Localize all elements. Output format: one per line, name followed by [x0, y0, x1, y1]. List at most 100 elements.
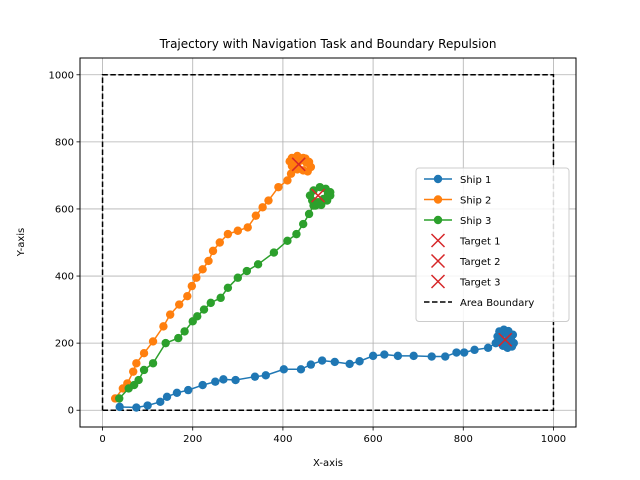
ship-1-point — [345, 359, 354, 369]
y-tick-label: 0 — [68, 406, 74, 417]
ship-1-point — [250, 372, 260, 381]
ship-1-point — [393, 351, 403, 361]
ship-1-point — [261, 371, 270, 380]
ship-3-point — [148, 359, 158, 368]
ship-2-point — [148, 337, 158, 346]
x-axis-label: X-axis — [313, 458, 343, 469]
ship-1-point — [483, 343, 493, 353]
area-boundary — [101, 74, 555, 411]
ship-1-point — [296, 365, 306, 374]
area-boundary-line — [101, 74, 555, 411]
ship-1-point — [459, 348, 469, 357]
ship-2-point — [165, 310, 175, 319]
ship-2-point — [187, 281, 197, 291]
ship-1-point — [132, 403, 141, 412]
ship-2-point — [243, 223, 252, 232]
ship-3-point — [283, 236, 292, 246]
legend-entry-ship-2: Ship 2 — [424, 195, 491, 207]
ship-2-point — [175, 300, 184, 309]
ship-2-point — [258, 203, 267, 212]
ship-1-point — [452, 348, 461, 357]
ship-1-point — [380, 350, 389, 359]
ship-3-point — [139, 365, 149, 375]
ship-3-point — [233, 273, 243, 282]
legend: Ship 1 Ship 2 Ship 3 Target 1 Target 2 Target… — [415, 167, 570, 322]
legend-box — [415, 167, 570, 322]
ship-3-point — [304, 209, 314, 219]
ship-1-point — [143, 401, 152, 410]
x-tick-label: 400 — [273, 434, 292, 445]
y-tick-label: 400 — [55, 272, 74, 283]
ship-2-point — [302, 158, 311, 167]
x-tick-label: 0 — [99, 434, 105, 445]
ship-3-point — [180, 327, 189, 336]
ship-1-point — [184, 385, 193, 395]
target-3-marker — [311, 188, 326, 203]
ship-3-point — [269, 248, 279, 257]
ship-1-point — [317, 356, 327, 365]
legend-label: Target 1 — [459, 237, 500, 248]
ship-3-point — [242, 266, 252, 276]
ship-3-point — [223, 283, 233, 292]
ship-2-point — [204, 256, 213, 266]
plot-frame — [79, 57, 577, 428]
legend-label: Target 2 — [459, 257, 500, 268]
legend-label: Ship 1 — [460, 175, 491, 186]
ship-2-point — [183, 291, 192, 301]
ship-3-point — [253, 260, 263, 269]
ship-3-point — [134, 375, 143, 385]
series-layer — [110, 151, 518, 412]
ship-2-point — [198, 265, 207, 274]
ship-1-point — [219, 375, 228, 384]
ship-1-point — [279, 365, 289, 374]
ship-1-point — [355, 357, 364, 366]
y-tick-label: 1000 — [49, 70, 74, 81]
ship-1-point — [162, 392, 172, 402]
ship-3-series — [115, 182, 335, 403]
ship-3-point — [161, 338, 170, 348]
ship-1-point — [441, 352, 450, 361]
legend-entry-ship-1: Ship 1 — [424, 174, 491, 186]
ship-3-point — [115, 394, 124, 403]
ship-1-point — [306, 360, 316, 369]
ship-2-point — [264, 196, 273, 205]
legend-label: Target 3 — [459, 278, 500, 289]
ship-1-point — [156, 397, 165, 407]
ship-3-point — [326, 187, 335, 197]
x-tick-label: 800 — [454, 434, 473, 445]
legend-entry-ship-3: Ship 3 — [424, 215, 491, 227]
x-tick-label: 1000 — [541, 434, 566, 445]
ship-2-point — [159, 322, 168, 331]
legend-entry-target-3: Target 3 — [430, 274, 500, 289]
y-tick-label: 800 — [55, 137, 74, 148]
ship-3-point — [206, 298, 215, 308]
ship-1-point — [198, 380, 207, 390]
legend-label: Area Boundary — [460, 298, 534, 309]
y-axis-ticks: 0 200 400 600 800 1000 — [49, 70, 80, 417]
target-2-marker — [291, 157, 306, 172]
x-tick-label: 200 — [183, 434, 202, 445]
y-tick-label: 600 — [55, 204, 74, 215]
legend-entry-target-2: Target 2 — [430, 253, 500, 269]
ship-3-point — [322, 196, 332, 205]
ship-2-point — [223, 229, 233, 239]
ship-1-point — [115, 402, 124, 412]
target-1-marker — [498, 332, 513, 347]
ship-1-point — [427, 352, 436, 361]
ship-3-point — [299, 219, 308, 229]
ship-2-point — [274, 182, 283, 192]
ship-3-point — [292, 229, 301, 239]
ship-2-point — [215, 238, 224, 247]
legend-entry-area-boundary: Area Boundary — [424, 298, 534, 309]
ship-1-point — [470, 345, 479, 355]
y-tick-label: 200 — [55, 339, 74, 350]
ship-3-point — [193, 312, 202, 321]
ship-2-point — [233, 226, 243, 235]
y-axis-label: Y-axis — [16, 228, 27, 258]
ship-1-point — [330, 357, 339, 367]
ship-3-point — [216, 293, 225, 303]
ship-2-point — [192, 273, 201, 282]
ship-2-point — [283, 176, 292, 185]
legend-label: Ship 2 — [460, 196, 491, 207]
